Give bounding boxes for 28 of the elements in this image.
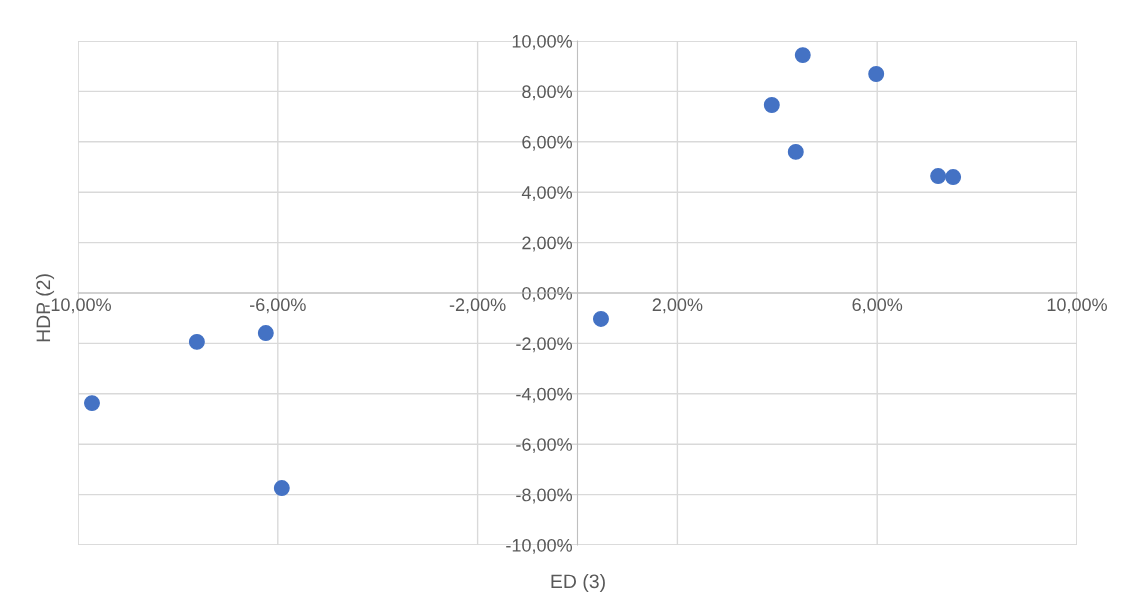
x-tick-label: 6,00%: [852, 298, 903, 314]
y-tick-label: 8,00%: [522, 85, 572, 101]
x-axis-title: ED (3): [551, 573, 605, 593]
point: [930, 168, 947, 185]
point: [188, 333, 205, 350]
y-tick-label: 6,00%: [522, 135, 572, 151]
x-tick-label: -2,00%: [449, 298, 506, 314]
point: [84, 395, 100, 412]
y-tick-label: -10,00%: [506, 538, 572, 554]
x-tick-label: 2,00%: [652, 298, 703, 314]
point: [787, 143, 804, 160]
y-tick-label: 0,00%: [522, 286, 572, 302]
y-tick-label: -6,00%: [516, 438, 572, 454]
point: [945, 169, 962, 186]
y-tick-label: -4,00%: [516, 387, 572, 403]
point: [763, 97, 780, 113]
x-tick-label: -6,00%: [250, 298, 306, 314]
point: [257, 325, 274, 342]
point: [273, 480, 290, 497]
point: [794, 47, 811, 64]
point: [592, 310, 609, 327]
y-tick-label: 10,00%: [512, 34, 572, 50]
y-tick-label: -8,00%: [516, 488, 572, 504]
y-tick-label: -2,00%: [516, 337, 572, 353]
x-tick-label: 10,00%: [1047, 298, 1107, 314]
y-tick-label: 2,00%: [522, 236, 572, 252]
point: [868, 66, 885, 82]
y-tick-label: 4,00%: [521, 186, 572, 202]
